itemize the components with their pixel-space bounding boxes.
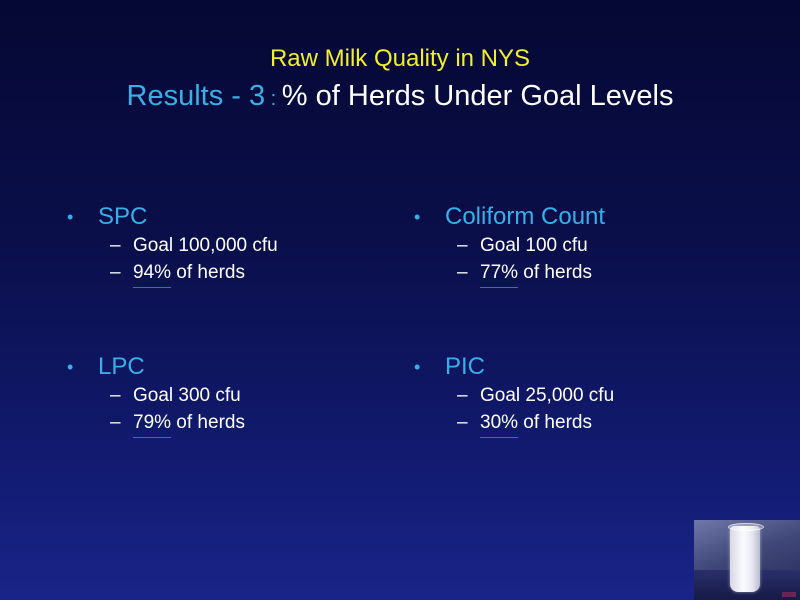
bullet-pic: • PIC – Goal 25,000 cfu – 30% of herds <box>414 352 754 438</box>
bullet-head: • SPC <box>67 202 407 232</box>
percent-text: 94% of herds <box>133 259 245 288</box>
sub-item-goal: – Goal 100,000 cfu <box>67 232 407 259</box>
dash-icon: – <box>457 385 468 406</box>
subtitle-colon: : <box>265 88 282 110</box>
percent-value: 30% <box>480 409 519 438</box>
bullet-label: LPC <box>98 353 145 380</box>
percent-text: 30% of herds <box>480 409 592 438</box>
bullet-head: • PIC <box>414 352 754 382</box>
sub-item-percent: – 94% of herds <box>67 259 407 288</box>
milk-glass-photo <box>694 520 800 600</box>
dash-icon: – <box>110 412 121 433</box>
goal-text: Goal 25,000 cfu <box>480 385 615 406</box>
dash-icon: – <box>457 412 468 433</box>
percent-suffix: of herds <box>518 262 592 283</box>
goal-text: Goal 100 cfu <box>480 235 588 256</box>
bullet-coliform-count: • Coliform Count – Goal 100 cfu – 77% of… <box>414 202 754 288</box>
photo-watermark-mark <box>782 592 796 597</box>
goal-text: Goal 100,000 cfu <box>133 235 278 256</box>
dash-icon: – <box>110 262 121 283</box>
bullet-label: Coliform Count <box>445 203 606 230</box>
bullet-dot-icon: • <box>414 207 421 227</box>
dash-icon: – <box>110 385 121 406</box>
bullet-dot-icon: • <box>67 207 74 227</box>
glass-rim-shape <box>728 523 764 531</box>
percent-suffix: of herds <box>518 412 592 433</box>
bullet-head: • Coliform Count <box>414 202 754 232</box>
sub-item-percent: – 79% of herds <box>67 409 407 438</box>
sub-item-goal: – Goal 25,000 cfu <box>414 382 754 409</box>
bullet-head: • LPC <box>67 352 407 382</box>
slide-subtitle: Results - 3 : % of Herds Under Goal Leve… <box>0 80 800 113</box>
percent-text: 79% of herds <box>133 409 245 438</box>
dash-icon: – <box>110 235 121 256</box>
bullet-spc: • SPC – Goal 100,000 cfu – 94% of herds <box>67 202 407 288</box>
percent-value: 94% <box>133 259 172 288</box>
dash-icon: – <box>457 235 468 256</box>
bullet-label: SPC <box>98 203 148 230</box>
bullet-lpc: • LPC – Goal 300 cfu – 79% of herds <box>67 352 407 438</box>
bullet-dot-icon: • <box>67 357 74 377</box>
sub-item-percent: – 30% of herds <box>414 409 754 438</box>
slide-title: Raw Milk Quality in NYS <box>269 45 531 72</box>
subtitle-text: % of Herds Under Goal Levels <box>281 80 674 112</box>
dash-icon: – <box>457 262 468 283</box>
percent-suffix: of herds <box>171 262 245 283</box>
subtitle-results-label: Results - 3 <box>126 80 266 112</box>
sub-item-percent: – 77% of herds <box>414 259 754 288</box>
percent-value: 77% <box>480 259 519 288</box>
bullet-label: PIC <box>445 353 486 380</box>
percent-value: 79% <box>133 409 172 438</box>
milk-glass-icon <box>730 526 760 592</box>
sub-item-goal: – Goal 100 cfu <box>414 232 754 259</box>
percent-suffix: of herds <box>171 412 245 433</box>
goal-text: Goal 300 cfu <box>133 385 241 406</box>
bullet-dot-icon: • <box>414 357 421 377</box>
sub-item-goal: – Goal 300 cfu <box>67 382 407 409</box>
percent-text: 77% of herds <box>480 259 592 288</box>
